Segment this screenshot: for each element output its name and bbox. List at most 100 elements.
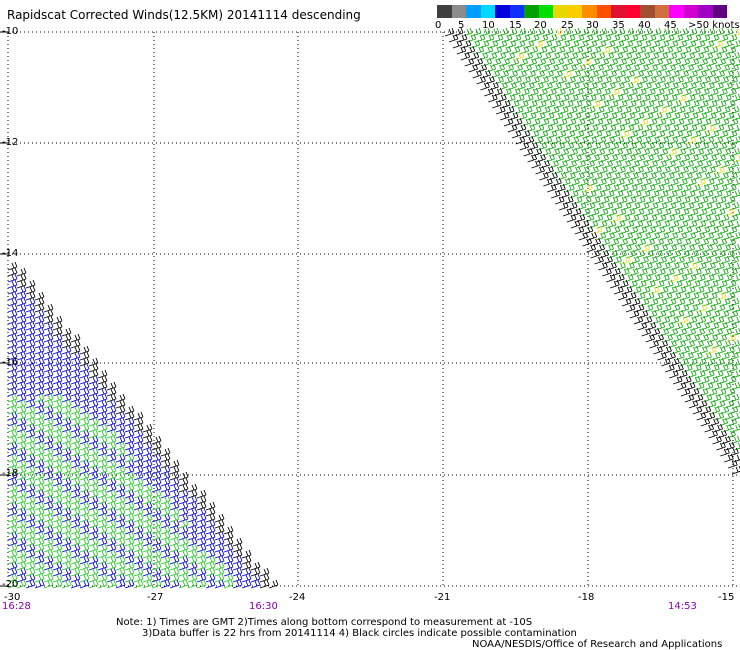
wind-barb [133,579,144,589]
wind-barb [594,159,604,169]
wind-barb [618,45,629,55]
wind-barb [614,135,625,145]
wind-barb [540,105,551,115]
wind-barb [666,105,677,115]
wind-barb [613,147,624,157]
wind-barb [16,453,27,463]
wind-barb [151,495,162,505]
wind-barb [553,111,564,121]
wind-barb [637,225,648,235]
wind-barb [97,531,108,541]
wind-barb [711,201,722,211]
wind-barb [630,105,641,115]
wind-barb [214,531,225,541]
wind-barb [16,297,27,307]
wind-barb [205,513,216,523]
wind-barb [488,93,498,103]
wind-barb [52,327,63,337]
wind-barb [723,369,733,379]
wind-barb [70,453,81,463]
wind-barb [43,471,54,481]
wind-barb [517,69,527,79]
wind-barb [241,555,252,565]
wind-barb [702,393,713,403]
wind-barb [7,453,18,463]
wind-barb [698,249,708,259]
wind-barb [627,237,638,247]
wind-barb [635,153,646,163]
wind-barb [634,303,645,313]
wind-barb [598,111,609,121]
wind-barb [519,99,529,109]
wind-barb [634,111,645,121]
wind-barb [559,51,570,61]
wind-barb [704,189,714,199]
wind-barb [97,573,108,583]
wind-barb [70,375,81,385]
wind-barb [588,27,599,37]
wind-barb [648,105,659,115]
wind-barb [564,141,575,151]
wind-barb [725,387,736,397]
wind-barb [79,351,90,361]
wind-barb [169,513,180,523]
wind-barb [115,453,126,463]
wind-barb [642,123,653,133]
wind-barb [647,267,657,277]
wind-barb [97,453,108,463]
lat-label: -20 [2,579,19,590]
wind-barb [721,339,731,349]
wind-barb [34,435,45,445]
wind-barb [684,255,694,265]
wind-barb [732,411,740,421]
wind-barb [721,243,732,253]
wind-barb [698,153,709,163]
wind-barb [187,549,198,559]
wind-barb [631,147,642,157]
wind-barb [43,579,54,589]
wind-barb [88,441,99,451]
wind-barb [629,75,639,85]
wind-barb [686,189,696,199]
wind-barb [528,99,538,109]
wind-barb [722,423,733,433]
wind-barb [595,243,606,253]
wind-barb [510,45,521,55]
wind-barb [115,405,126,415]
wind-barb [727,87,737,97]
wind-barb [115,393,126,403]
wind-barb [70,531,81,541]
wind-barb [7,477,18,487]
wind-barb [538,33,549,43]
wind-barb [707,249,717,259]
wind-barb [169,465,180,475]
wind-barb [582,99,592,109]
wind-barb [729,201,740,211]
wind-barb [605,39,616,49]
wind-barb [651,177,661,187]
wind-barb [124,441,135,451]
wind-barb [79,453,90,463]
wind-barb [647,75,657,85]
wind-barb [666,63,677,73]
wind-barb [558,63,569,73]
wind-barb [698,195,709,205]
wind-barb [187,507,198,517]
wind-barb [604,51,615,61]
wind-barb [52,447,63,457]
wind-barb [25,573,36,583]
wind-barb [560,135,571,145]
wind-barb [70,471,81,481]
legend-swatch [654,5,669,18]
wind-barb [603,159,613,169]
wind-barb [61,459,72,469]
wind-barb [626,249,636,259]
wind-barb [16,351,27,361]
wind-barb [16,267,27,277]
wind-barb [61,525,72,535]
wind-barb [477,63,488,73]
wind-barb [530,117,541,127]
wind-barb [70,513,81,523]
wind-barb [689,345,699,355]
wind-barb [622,243,633,253]
